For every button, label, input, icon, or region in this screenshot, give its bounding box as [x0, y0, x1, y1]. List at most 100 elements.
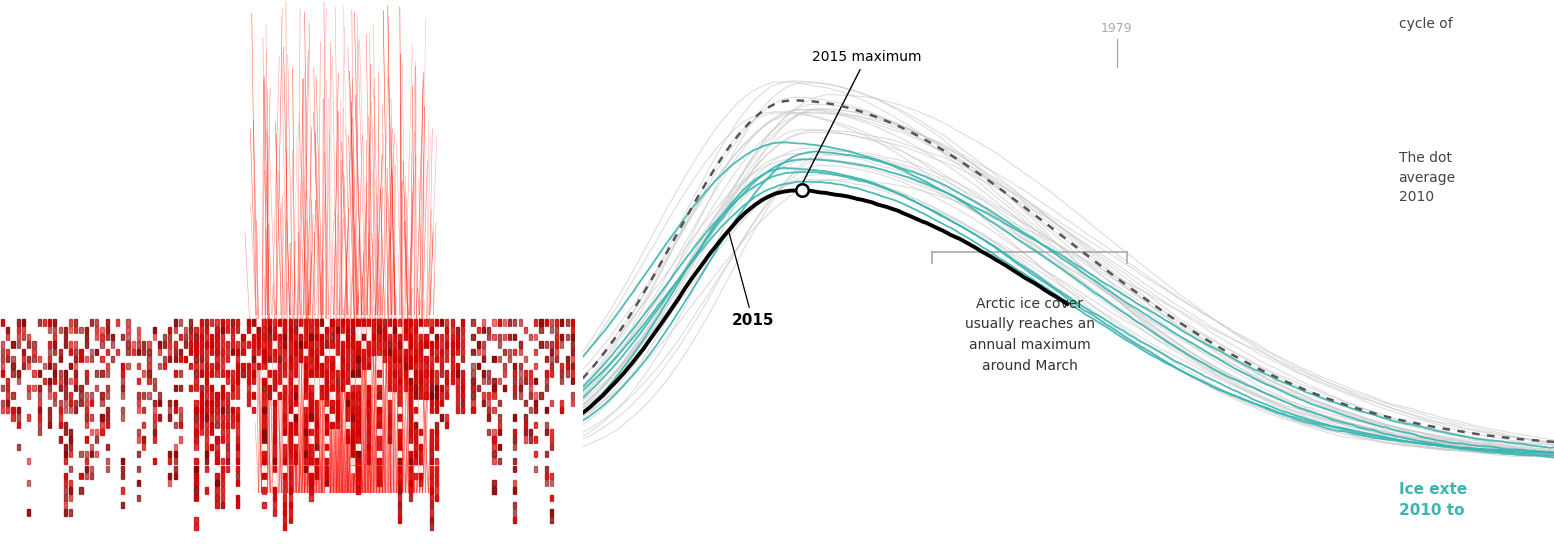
Bar	[190, 385, 193, 391]
Bar	[152, 319, 155, 325]
Bar	[44, 356, 47, 362]
Bar	[210, 371, 213, 377]
Bar	[64, 341, 67, 348]
Point	[527, 494, 552, 503]
Bar	[225, 451, 228, 457]
Point	[364, 494, 388, 503]
Bar	[26, 487, 31, 494]
Bar	[544, 400, 549, 406]
Bar	[44, 371, 47, 377]
Bar	[320, 326, 323, 333]
Bar	[404, 341, 407, 348]
Bar	[95, 341, 98, 348]
Bar	[393, 319, 396, 325]
Point	[460, 494, 485, 503]
Bar	[106, 458, 109, 464]
Bar	[6, 341, 9, 348]
Point	[396, 494, 421, 503]
Bar	[68, 465, 71, 472]
Bar	[289, 422, 292, 428]
Bar	[519, 356, 522, 362]
Bar	[283, 465, 286, 472]
Bar	[90, 407, 93, 413]
Bar	[84, 436, 89, 442]
Bar	[75, 348, 78, 355]
Point	[507, 494, 531, 503]
Point	[454, 494, 479, 503]
Bar	[398, 487, 401, 494]
Bar	[320, 334, 323, 340]
Bar	[455, 348, 458, 355]
Bar	[236, 458, 239, 464]
Point	[244, 494, 269, 503]
Bar	[477, 334, 480, 340]
Bar	[409, 429, 412, 435]
Bar	[482, 326, 485, 333]
Point	[440, 311, 465, 320]
Bar	[493, 393, 496, 399]
Bar	[274, 334, 277, 340]
Bar	[68, 502, 71, 508]
Bar	[420, 429, 423, 435]
Point	[516, 311, 541, 320]
Bar	[570, 393, 573, 399]
Bar	[524, 429, 527, 435]
Bar	[283, 371, 286, 377]
Point	[488, 311, 513, 320]
Bar	[294, 348, 297, 355]
Bar	[283, 458, 286, 464]
Bar	[241, 348, 244, 355]
Bar	[347, 334, 350, 340]
Bar	[190, 371, 193, 377]
Bar	[409, 465, 412, 472]
Bar	[388, 400, 392, 406]
Bar	[429, 334, 434, 340]
Bar	[241, 319, 244, 325]
Bar	[466, 356, 469, 362]
Bar	[225, 436, 228, 442]
Bar	[528, 348, 531, 355]
Bar	[320, 378, 323, 384]
Point	[263, 494, 287, 503]
Bar	[289, 385, 292, 391]
Bar	[68, 348, 71, 355]
Bar	[44, 363, 47, 370]
Bar	[314, 400, 319, 406]
Bar	[26, 414, 31, 421]
Bar	[53, 319, 56, 325]
Bar	[274, 524, 277, 530]
Bar	[356, 363, 359, 370]
Bar	[48, 414, 51, 421]
Bar	[64, 436, 67, 442]
Point	[402, 494, 427, 503]
Bar	[519, 385, 522, 391]
Bar	[90, 422, 93, 428]
Bar	[347, 319, 350, 325]
Bar	[121, 436, 124, 442]
Bar	[493, 458, 496, 464]
Bar	[159, 326, 162, 333]
Point	[272, 311, 297, 320]
Bar	[274, 473, 277, 479]
Bar	[497, 385, 500, 391]
Bar	[267, 385, 270, 391]
Bar	[429, 473, 434, 479]
Bar	[309, 487, 312, 494]
Bar	[420, 480, 423, 487]
Bar	[48, 363, 51, 370]
Bar	[378, 363, 381, 370]
Bar	[544, 458, 549, 464]
Bar	[424, 371, 427, 377]
Bar	[210, 356, 213, 362]
Bar	[451, 326, 454, 333]
Bar	[283, 341, 286, 348]
Bar	[48, 348, 51, 355]
Bar	[137, 393, 140, 399]
Bar	[513, 451, 516, 457]
Bar	[267, 334, 270, 340]
Bar	[84, 422, 89, 428]
Bar	[524, 334, 527, 340]
Bar	[524, 400, 527, 406]
Point	[364, 311, 388, 320]
Bar	[84, 400, 89, 406]
